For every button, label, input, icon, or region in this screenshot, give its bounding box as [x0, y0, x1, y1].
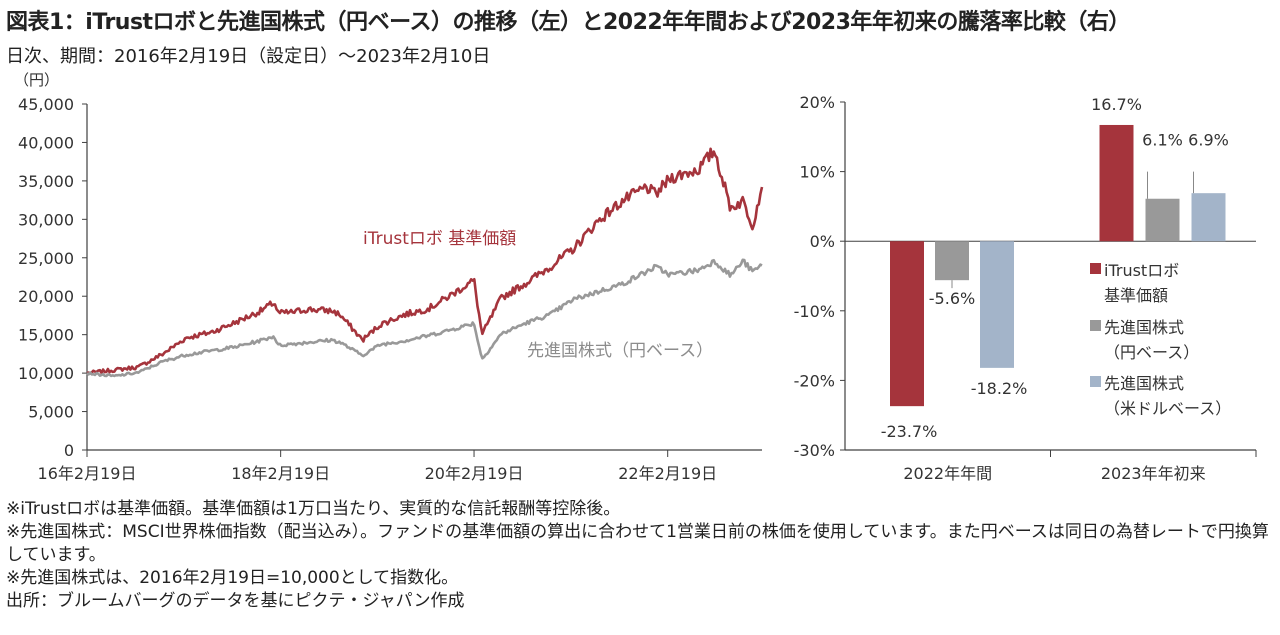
line-series-world-yen: [86, 258, 763, 378]
footnote-source: 出所：ブルームバーグのデータを基にピクテ・ジャパン作成: [6, 591, 465, 611]
chart-title: 図表1：iTrustロボと先進国株式（円ベース）の推移（左）と2022年年間およ…: [6, 10, 1130, 35]
footnote-1: ※iTrustロボは基準価額。基準価額は1万口当たり、実質的な信託報酬等控除後。: [6, 499, 621, 519]
line-series-label-world-yen: 先進国株式（円ベース）: [527, 341, 713, 361]
footnote-2: ※先進国株式：MSCI世界株価指数（配当込み）。ファンドの基準価額の算出に合わせ…: [6, 522, 1269, 565]
bar-robo-0: [890, 241, 924, 407]
bar-legend-swatch: [1090, 263, 1101, 274]
line-y-unit: （円）: [14, 71, 59, 89]
line-y-tick-label: 35,000: [18, 172, 74, 191]
bar-world-yen-0: [935, 241, 969, 281]
bar-world-yen-1: [1145, 198, 1180, 242]
line-y-tick-label: 20,000: [18, 287, 74, 306]
bar-legend-line1: 先進国株式: [1104, 318, 1184, 337]
bar-legend-line1: iTrustロボ: [1104, 261, 1179, 280]
line-y-tick-label: 25,000: [18, 249, 74, 268]
chart-subtitle: 日次、期間：2016年2月19日（設定日）～2023年2月10日: [6, 46, 491, 67]
bar-category-label: 2022年年間: [903, 464, 992, 483]
bar-value-label: -23.7%: [881, 422, 938, 441]
bar-y-tick-label: 0%: [810, 232, 835, 251]
bar-legend-swatch: [1090, 376, 1101, 387]
bar-y-tick-label: 10%: [799, 163, 835, 182]
line-y-tick-label: 45,000: [18, 95, 74, 114]
footnotes: ※iTrustロボは基準価額。基準価額は1万口当たり、実質的な信託報酬等控除後。…: [6, 498, 1274, 613]
bar-legend-line2: （米ドルベース）: [1104, 399, 1231, 418]
bar-y-tick-label: -10%: [794, 302, 835, 321]
bar-y-tick-label: 20%: [799, 93, 835, 112]
bar-world-usd-0: [980, 241, 1014, 368]
bar-world-usd-1: [1191, 193, 1226, 242]
bar-legend-swatch: [1090, 320, 1101, 331]
bar-value-label: -18.2%: [971, 379, 1028, 398]
line-y-tick-label: 15,000: [18, 326, 74, 345]
line-series-robo: [86, 147, 764, 375]
line-y-tick-label: 5,000: [28, 403, 74, 422]
bar-value-label: 6.9%: [1188, 131, 1229, 150]
line-y-tick-label: 10,000: [18, 364, 74, 383]
line-y-tick-label: 40,000: [18, 133, 74, 152]
bar-value-label: 6.1%: [1142, 131, 1183, 150]
charts-canvas: （円） 0 5,000 10,000 15,000 20,000 25,000 30,000 3…: [14, 71, 1257, 483]
line-x-tick-label: 22年2月19日: [618, 464, 717, 483]
line-series-label-robo: iTrustロボ 基準価額: [363, 229, 516, 249]
line-y-tick-label: 30,000: [18, 210, 74, 229]
bar-y-tick-label: -20%: [794, 371, 835, 390]
line-x-tick-label: 20年2月19日: [425, 464, 524, 483]
bar-value-label: 16.7%: [1091, 95, 1142, 114]
line-x-tick-label: 16年2月19日: [38, 464, 137, 483]
bar-legend-line2: （円ベース）: [1104, 343, 1199, 362]
footnote-3: ※先進国株式は、2016年2月19日=10,000として指数化。: [6, 568, 459, 588]
bar-y-tick-label: -30%: [794, 441, 835, 460]
line-y-tick-label: 0: [64, 441, 74, 460]
bar-legend-line2: 基準価額: [1104, 286, 1168, 305]
bar-legend-line1: 先進国株式: [1104, 374, 1184, 393]
line-x-tick-label: 18年2月19日: [231, 464, 330, 483]
bar-robo-1: [1099, 124, 1134, 242]
bar-value-label: -5.6%: [929, 289, 975, 308]
bar-category-label: 2023年年初来: [1101, 464, 1206, 483]
